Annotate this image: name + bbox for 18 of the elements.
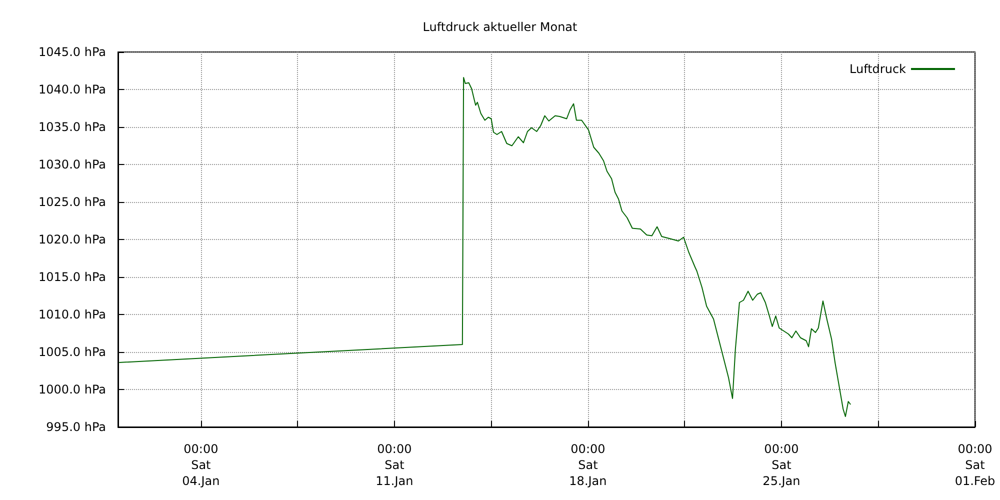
y-tick-label: 1020.0 hPa bbox=[38, 232, 106, 246]
x-tick-label: 00:00 Sat 04.Jan bbox=[182, 442, 220, 488]
y-tick-label: 1000.0 hPa bbox=[38, 382, 106, 396]
y-tick-label: 1010.0 hPa bbox=[38, 308, 106, 322]
y-tick-label: 1025.0 hPa bbox=[38, 195, 106, 209]
x-tick-label: 00:00 Sat 25.Jan bbox=[762, 442, 800, 488]
x-tick-label: 00:00 Sat 01.Feb bbox=[954, 442, 996, 488]
legend-label: Luftdruck bbox=[849, 62, 906, 76]
y-tick-label: 1030.0 hPa bbox=[38, 158, 106, 172]
y-tick-label: 995.0 hPa bbox=[46, 420, 106, 434]
y-tick-label: 1040.0 hPa bbox=[38, 82, 106, 96]
y-tick-label: 1015.0 hPa bbox=[38, 270, 106, 284]
x-tick-label: 00:00 Sat 18.Jan bbox=[569, 442, 607, 488]
y-tick-label: 1045.0 hPa bbox=[38, 45, 106, 59]
x-tick-label: 00:00 Sat 11.Jan bbox=[376, 442, 414, 488]
chart-title: Luftdruck aktueller Monat bbox=[422, 20, 578, 34]
y-tick-label: 1035.0 hPa bbox=[38, 120, 106, 134]
y-tick-label: 1005.0 hPa bbox=[38, 345, 106, 359]
